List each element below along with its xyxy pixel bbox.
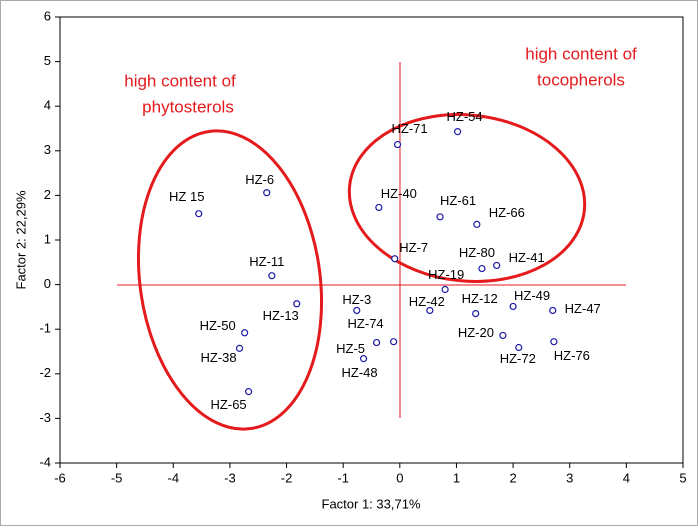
point-label: HZ-38 — [200, 350, 236, 365]
annotation: high content of — [525, 44, 637, 63]
point — [472, 309, 480, 318]
point — [263, 189, 271, 197]
y-tick-label: 1 — [44, 231, 51, 246]
point — [499, 331, 507, 340]
y-tick-label: -2 — [39, 365, 51, 380]
point-label: HZ-5 — [336, 341, 365, 356]
x-tick-label: -4 — [167, 470, 179, 485]
point — [426, 306, 434, 315]
point-label: HZ-11 — [249, 254, 284, 269]
y-tick-label: 4 — [44, 98, 51, 113]
x-tick-label: -6 — [54, 470, 66, 485]
x-tick-label: -5 — [111, 470, 123, 485]
point — [441, 285, 449, 294]
x-tick-label: 5 — [679, 470, 686, 485]
point-label: HZ-66 — [489, 205, 525, 220]
point — [268, 272, 276, 280]
point — [391, 255, 399, 263]
point-label: HZ-72 — [500, 351, 536, 366]
x-axis-label: Factor 1: 33,71% — [322, 496, 421, 511]
point-label: HZ-61 — [440, 193, 476, 208]
point-label: HZ-65 — [211, 397, 247, 412]
point-label: HZ-49 — [514, 288, 550, 303]
point — [473, 220, 481, 228]
point-label: HZ-7 — [399, 240, 428, 255]
point-label: HZ-76 — [554, 348, 590, 363]
point-label: HZ-71 — [391, 121, 427, 136]
x-tick-label: -2 — [281, 470, 293, 485]
y-tick-label: -1 — [39, 321, 51, 336]
x-tick-label: -3 — [224, 470, 236, 485]
point-label: HZ 15 — [169, 189, 204, 204]
point-label: HZ-13 — [263, 308, 299, 323]
point — [372, 338, 381, 347]
point — [393, 140, 402, 149]
point — [389, 338, 398, 346]
cluster-ellipse — [347, 113, 587, 283]
point-label: HZ-19 — [428, 267, 464, 282]
point-label: HZ-20 — [458, 325, 494, 340]
point — [549, 306, 557, 315]
point — [493, 261, 501, 270]
point-label: HZ-50 — [200, 318, 236, 333]
point-label: HZ-74 — [348, 316, 384, 331]
y-axis-label: Factor 2: 22,29% — [13, 190, 28, 289]
x-tick-label: 0 — [396, 470, 403, 485]
point — [241, 329, 249, 337]
point — [375, 203, 383, 212]
point-label: HZ-6 — [245, 172, 274, 187]
point-label: HZ-40 — [381, 186, 417, 201]
annotation: phytosterols — [142, 97, 234, 116]
x-tick-label: -1 — [337, 470, 349, 485]
point-label: HZ-12 — [462, 291, 498, 306]
point-label: HZ-47 — [565, 301, 601, 316]
y-tick-label: 2 — [44, 187, 51, 202]
y-tick-label: 0 — [44, 276, 51, 291]
point — [353, 306, 361, 315]
point-label: HZ-54 — [447, 109, 483, 124]
point — [235, 344, 244, 352]
x-tick-label: 1 — [453, 470, 460, 485]
point — [195, 210, 203, 218]
x-tick-label: 3 — [566, 470, 573, 485]
point-label: HZ-48 — [342, 365, 378, 380]
annotation: high content of — [124, 71, 236, 90]
point — [293, 300, 301, 308]
x-tick-label: 4 — [623, 470, 630, 485]
point — [453, 128, 462, 136]
point — [436, 213, 444, 221]
point-label: HZ-42 — [409, 294, 445, 309]
y-tick-label: -3 — [39, 410, 51, 425]
point — [550, 338, 558, 346]
point — [244, 388, 253, 396]
y-tick-label: 3 — [44, 142, 51, 157]
y-tick-label: -4 — [39, 454, 51, 469]
y-tick-label: 6 — [44, 8, 51, 23]
cluster-ellipse — [136, 129, 324, 431]
point — [478, 264, 486, 273]
point-label: HZ-41 — [509, 250, 545, 265]
point — [509, 302, 517, 311]
point-label: HZ-3 — [342, 292, 371, 307]
point — [359, 355, 368, 363]
point-label: HZ-80 — [459, 245, 495, 260]
point — [515, 343, 523, 352]
x-tick-label: 2 — [509, 470, 516, 485]
y-tick-label: 5 — [44, 53, 51, 68]
annotation: tocopherols — [537, 70, 625, 89]
